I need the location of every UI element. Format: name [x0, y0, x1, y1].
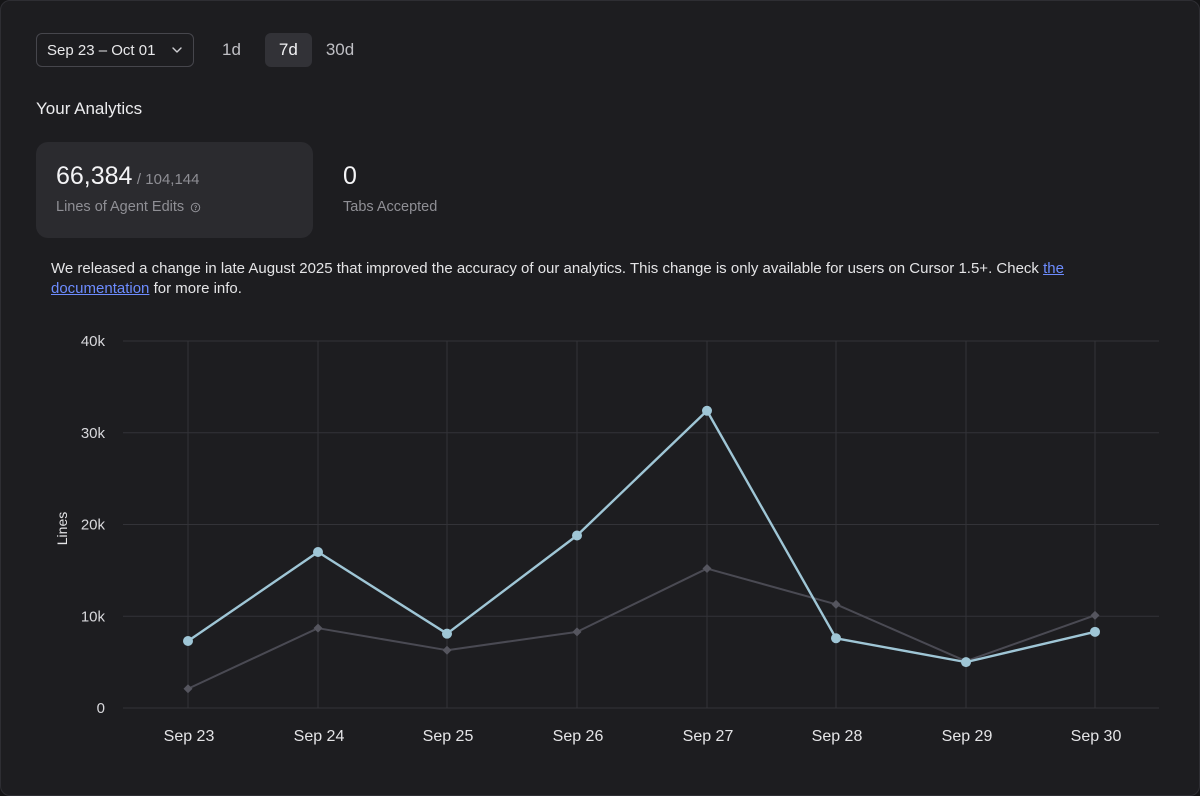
x-tick-label: Sep 29 — [942, 728, 993, 745]
date-range-value: Sep 23 – Oct 01 — [47, 41, 156, 59]
point-suggested — [313, 623, 323, 633]
toolbar: Sep 23 – Oct 01 1d 7d 30d — [36, 33, 368, 67]
chevron-down-icon — [172, 47, 182, 53]
y-axis-label: Lines — [54, 512, 70, 545]
range-1d-button[interactable]: 1d — [222, 40, 241, 59]
y-tick-label: 40k — [81, 333, 106, 350]
tabs-accepted-label: Tabs Accepted — [343, 199, 438, 215]
notice-text: We released a change in late August 2025… — [51, 260, 1044, 277]
point-accepted — [961, 657, 971, 668]
point-accepted — [831, 633, 841, 644]
point-suggested — [442, 645, 452, 655]
point-accepted — [1090, 626, 1100, 637]
x-tick-label: Sep 26 — [553, 728, 604, 745]
x-tick-label: Sep 24 — [294, 728, 345, 745]
point-accepted — [442, 628, 452, 639]
tabs-accepted-value: 0 — [343, 162, 357, 190]
series-line-accepted — [187, 409, 1096, 664]
point-accepted — [313, 547, 323, 558]
x-tick-label: Sep 25 — [423, 728, 474, 745]
y-tick-label: 10k — [81, 608, 106, 625]
y-tick-label: 0 — [97, 700, 105, 717]
point-suggested — [572, 627, 582, 637]
date-range-select[interactable]: Sep 23 – Oct 01 — [36, 33, 194, 67]
series-line-suggested — [187, 567, 1096, 690]
point-suggested — [1090, 610, 1100, 620]
agent-edits-label: Lines of Agent Edits — [56, 199, 185, 215]
y-tick-label: 20k — [81, 517, 106, 534]
agent-edits-total: / 104,144 — [136, 171, 200, 188]
point-accepted — [183, 636, 193, 647]
notice-suffix: for more info. — [149, 280, 242, 297]
point-suggested — [702, 564, 712, 574]
x-tick-label: Sep 30 — [1071, 728, 1122, 745]
point-suggested — [183, 684, 193, 694]
accuracy-notice: We released a change in late August 2025… — [51, 259, 1161, 299]
agent-edits-card: 66,384 / 104,144 Lines of Agent Edits — [36, 142, 313, 238]
agent-edits-value: 66,384 — [56, 162, 133, 190]
tabs-accepted-card: 0 Tabs Accepted — [343, 142, 620, 238]
section-title: Your Analytics — [36, 99, 143, 118]
documentation-link[interactable]: the documentation — [51, 260, 1064, 297]
info-icon[interactable] — [190, 202, 201, 213]
point-accepted — [572, 530, 582, 541]
y-tick-label: 30k — [81, 425, 106, 442]
x-tick-label: Sep 28 — [812, 728, 863, 745]
lines-chart: 0 10k 20k 30k 40k Sep 23 Sep 24 Sep 25 Sep 26 Sep… — [54, 333, 1159, 745]
x-tick-label: Sep 23 — [164, 728, 215, 745]
range-30d-button[interactable]: 30d — [325, 40, 355, 59]
point-accepted — [702, 405, 712, 416]
point-suggested — [831, 599, 841, 609]
range-7d-button[interactable]: 7d — [264, 33, 312, 67]
x-tick-label: Sep 27 — [683, 728, 734, 745]
